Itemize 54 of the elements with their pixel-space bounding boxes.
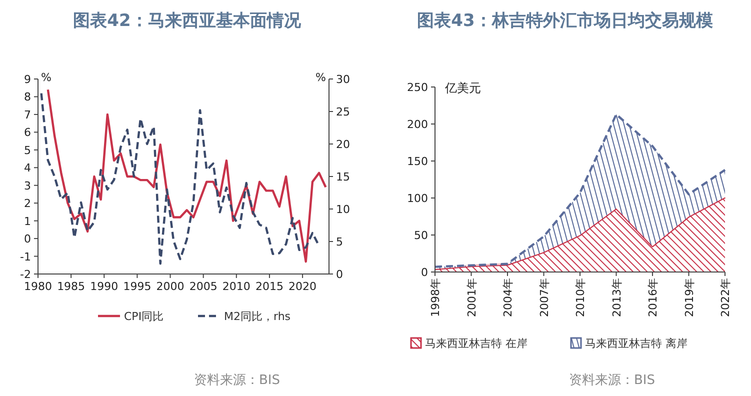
x-tick-label: 2010	[222, 280, 250, 293]
y2-tick-label: 5	[336, 236, 343, 248]
y2-tick-label: 0	[336, 268, 343, 281]
legend-label: M2同比，rhs	[224, 310, 291, 323]
x-tick-label: 1985	[57, 280, 86, 293]
legend-label: 马来西亚林吉特 在岸	[425, 337, 528, 350]
x-tick-label: 1995	[123, 280, 152, 293]
y-axis-title: %	[41, 71, 52, 84]
x-tick-label: 2007年	[538, 278, 551, 317]
y-tick-label: 4	[24, 162, 31, 175]
y-tick-label: 1	[24, 214, 31, 228]
x-tick-label: 1990	[90, 280, 118, 293]
y2-tick-label: 25	[336, 106, 350, 118]
x-tick-label: 2004年	[502, 278, 514, 317]
x-tick-label: 2022年	[719, 278, 732, 317]
y-tick-label: 3	[24, 179, 31, 192]
y2-axis-title: %	[316, 71, 326, 84]
chart-title: 图表43：林吉特外汇市场日均交易规模	[417, 11, 713, 31]
y-axis-title: 亿美元	[444, 81, 481, 95]
legend-label: 马来西亚林吉特 离岸	[585, 337, 688, 350]
y-tick-label: 6	[24, 126, 31, 140]
x-tick-label: 2015	[255, 280, 284, 293]
y-tick-label: 8	[24, 90, 31, 104]
y-tick-label: 250	[407, 81, 428, 94]
y-tick-label: 200	[407, 118, 428, 131]
y-tick-label: -2	[20, 268, 31, 281]
x-tick-label: 2005	[189, 280, 218, 293]
x-tick-label: 2013年	[610, 278, 624, 317]
text: 资料来源：BIS	[568, 373, 656, 388]
y-tick-label: 7	[24, 108, 31, 122]
text: 资料来源：BIS	[194, 373, 280, 388]
x-tick-label: 1998年	[429, 278, 442, 317]
y-tick-label: -1	[20, 250, 31, 264]
x-tick-label: 2019年	[682, 278, 696, 317]
y-tick-label: 2	[24, 197, 31, 210]
y2-tick-label: 30	[336, 73, 350, 86]
y-tick-label: 100	[407, 192, 428, 205]
y2-tick-label: 20	[336, 138, 350, 151]
y2-tick-label: 10	[336, 203, 350, 216]
x-tick-label: 2020	[288, 280, 317, 293]
x-tick-label: 1980	[24, 280, 52, 293]
y-tick-label: 9	[24, 73, 31, 86]
y-tick-label: 50	[414, 229, 428, 242]
y2-tick-label: 15	[336, 170, 350, 184]
x-tick-label: 2000	[156, 280, 184, 293]
x-tick-label: 2016年	[646, 278, 660, 317]
y-tick-label: 0	[24, 232, 31, 246]
legend-label: CPI同比	[124, 310, 164, 323]
y-tick-label: 0	[421, 266, 428, 279]
y-tick-label: 150	[407, 155, 428, 168]
x-tick-label: 2001年	[465, 278, 478, 317]
y-tick-label: 5	[24, 144, 31, 157]
chart-title: 图表42：马来西亚基本面情况	[73, 11, 302, 31]
x-tick-label: 2010年	[574, 278, 587, 317]
